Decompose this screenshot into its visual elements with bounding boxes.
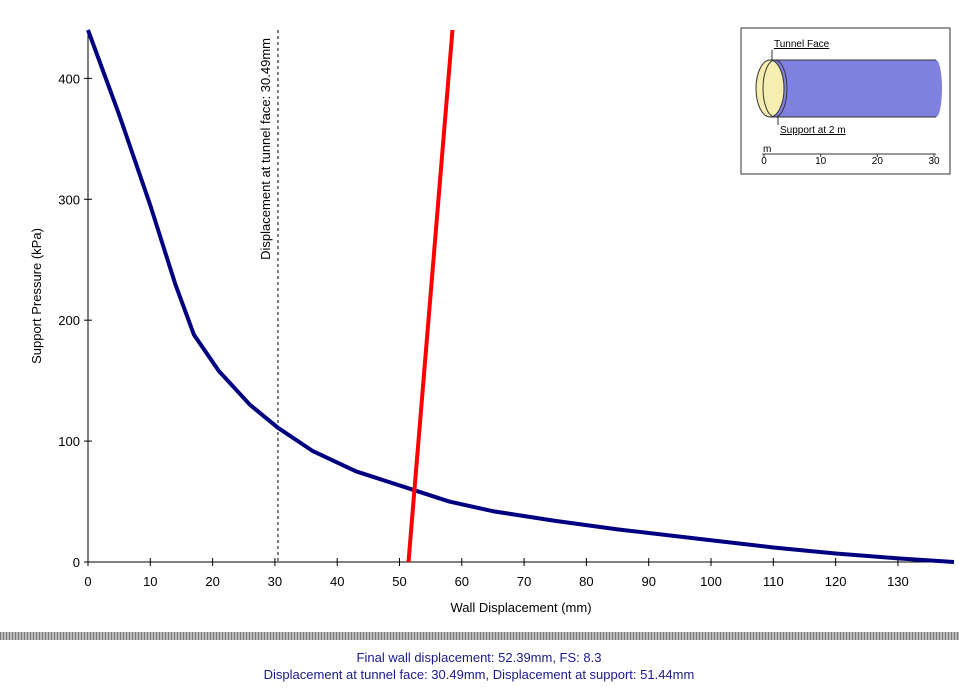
inset-ticks: 0 10 20 30 (761, 154, 940, 167)
inset-tick-label: 0 (761, 156, 767, 167)
inset: Tunnel Face Support at 2 m m 0 10 20 30 (740, 27, 951, 175)
x-axis-label: Wall Displacement (mm) (450, 600, 591, 615)
x-tick-label: 120 (825, 574, 847, 589)
y-tick-label: 300 (58, 192, 80, 207)
x-tick-label: 110 (763, 574, 784, 589)
curve (406, 29, 455, 563)
x-tick-label: 100 (700, 574, 722, 589)
tunnel-end (930, 60, 942, 117)
x-tick-label: 30 (268, 574, 282, 589)
x-tick-label: 50 (392, 574, 406, 589)
x-tick-label: 10 (143, 574, 157, 589)
tunnel-body (770, 60, 936, 117)
tunnel-face (755, 59, 785, 118)
annotation-label: Displacement at tunnel face: 30.49mm (258, 38, 273, 260)
x-tick-label: 90 (641, 574, 655, 589)
face-label: Tunnel Face (774, 39, 830, 50)
plot: 0 10 20 30 40 50 60 70 80 90 100 110 120 130010020030… (58, 29, 955, 589)
x-tick-label: 130 (887, 574, 909, 589)
curve (86, 29, 955, 564)
inset-axis-label: m (763, 144, 771, 155)
x-tick-label: 60 (455, 574, 469, 589)
inset-tick-label: 30 (928, 156, 940, 167)
x-tick-label: 40 (330, 574, 344, 589)
x-tick-label: 70 (517, 574, 531, 589)
inset-tick-label: 20 (872, 156, 884, 167)
support-label: Support at 2 m (780, 125, 846, 136)
x-tick-label: 20 (205, 574, 219, 589)
inset-tick-label: 10 (815, 156, 827, 167)
support-ring (762, 59, 788, 118)
y-tick-label: 200 (58, 313, 80, 328)
x-tick-label: 0 (84, 574, 91, 589)
footer-line: Final wall displacement: 52.39mm, FS: 8.… (357, 650, 602, 665)
separator (0, 632, 959, 640)
y-tick-label: 100 (58, 434, 80, 449)
y-axis-label: Support Pressure (kPa) (29, 228, 44, 364)
y-tick-label: 400 (58, 71, 80, 86)
footer-line: Displacement at tunnel face: 30.49mm, Di… (264, 667, 695, 682)
y-tick-label: 0 (73, 555, 80, 570)
x-tick-label: 80 (579, 574, 593, 589)
